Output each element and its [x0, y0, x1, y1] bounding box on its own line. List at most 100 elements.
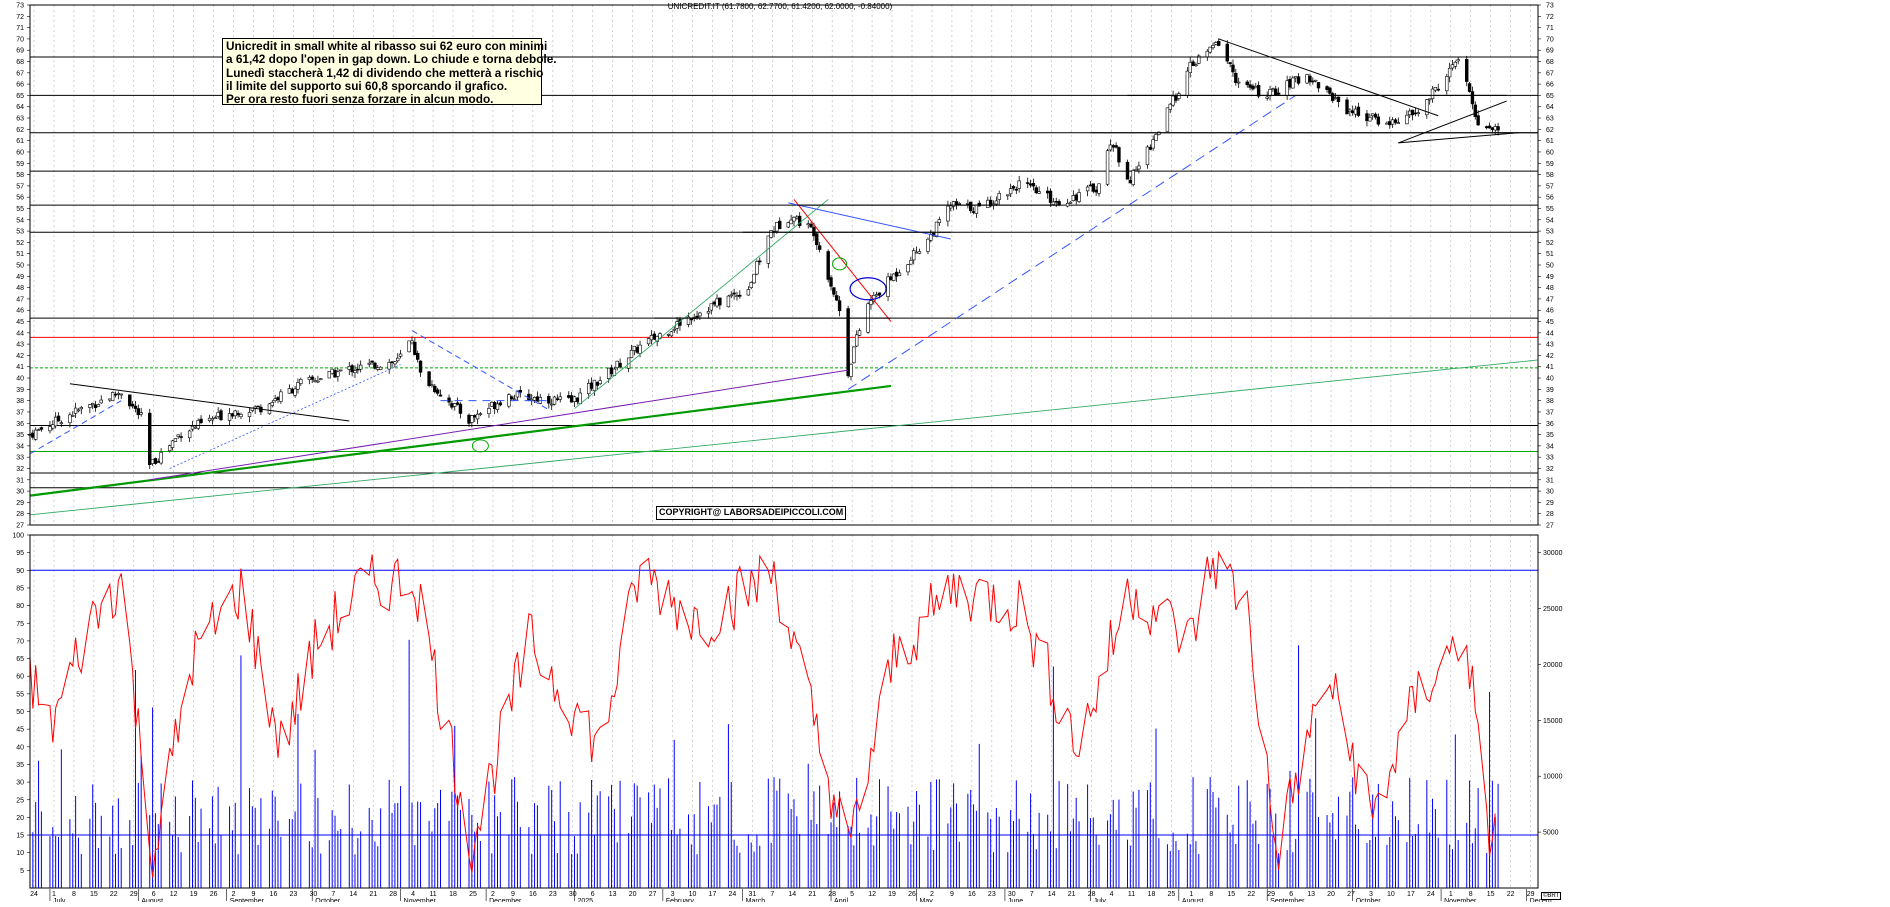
- candle-body: [1048, 190, 1053, 203]
- candle-body: [632, 345, 637, 351]
- y-tick-label-right: 39: [1546, 387, 1554, 394]
- candle-body: [1288, 79, 1292, 88]
- candle-body: [946, 205, 950, 222]
- candle-body: [1390, 119, 1395, 125]
- y-tick-label-right: 58: [1546, 172, 1554, 179]
- candle-body: [988, 199, 993, 207]
- x-tick-label: 11: [429, 891, 436, 898]
- note-line: a 61,42 dopo l'open in gap down. Lo chiu…: [226, 52, 557, 67]
- candle-body: [156, 461, 160, 463]
- candle-body: [139, 412, 143, 415]
- candle-body: [809, 223, 813, 228]
- candle-body: [210, 418, 215, 421]
- candle-body: [971, 211, 976, 213]
- candle-body: [475, 413, 480, 420]
- candle-body: [31, 432, 35, 438]
- candle-body: [518, 389, 523, 393]
- candle-body: [287, 388, 292, 394]
- y-tick-label-right: 52: [1546, 240, 1554, 247]
- candle-body: [1365, 113, 1369, 122]
- x-tick-label: 7: [1030, 891, 1034, 898]
- candle-body: [1268, 89, 1272, 96]
- volume-tick-label: 15000: [1543, 718, 1563, 725]
- candle-body: [1487, 125, 1492, 129]
- candle-body: [1154, 134, 1158, 141]
- candle-body: [646, 338, 651, 345]
- candle-body: [467, 414, 471, 424]
- candle-body: [207, 417, 212, 421]
- candle-body: [797, 215, 802, 226]
- candle-body: [606, 367, 611, 379]
- candle-body: [378, 366, 383, 370]
- candle-body: [458, 403, 463, 414]
- candle-body: [1353, 108, 1358, 115]
- candle-body: [1011, 186, 1016, 189]
- candle-body: [1274, 88, 1278, 96]
- trendline-green-thick: [29, 384, 892, 497]
- month-label: March: [746, 898, 766, 902]
- candle-body: [88, 404, 92, 408]
- y-tick-label-right: 44: [1546, 330, 1554, 337]
- candle-body: [1436, 88, 1440, 91]
- month-label: 2025: [577, 898, 593, 902]
- candle-body: [1205, 50, 1210, 58]
- candle-body: [1388, 121, 1392, 126]
- y-tick-label-right: 32: [1546, 466, 1554, 473]
- candle-body: [886, 276, 890, 298]
- candle-body: [447, 397, 451, 403]
- candle-body: [877, 292, 882, 296]
- x-tick-label: 25: [1168, 891, 1176, 898]
- candle-body: [1296, 76, 1301, 84]
- y-tick-label-right: 33: [1546, 455, 1554, 462]
- y-tick-label-right: 72: [1546, 14, 1554, 21]
- x-tick-label: 24: [729, 891, 737, 898]
- x-tick-label: 12: [170, 891, 178, 898]
- candle-body: [792, 216, 796, 222]
- y-tick-label-right: 38: [1546, 398, 1554, 405]
- candle-body: [1171, 95, 1175, 106]
- y-tick-label-right: 27: [1546, 523, 1554, 530]
- y-tick-label-left: 64: [16, 104, 24, 111]
- y-tick-label-left: 52: [16, 240, 24, 247]
- candle-body: [1447, 67, 1452, 78]
- candle-body: [758, 260, 762, 263]
- volume-tick-label: 10000: [1543, 774, 1563, 781]
- y-tick-label-left: 66: [16, 82, 24, 89]
- y-tick-label-right: 71: [1546, 25, 1554, 32]
- y-tick-label-right: 34: [1546, 443, 1554, 450]
- candle-body: [547, 395, 551, 404]
- x-tick-label: 16: [529, 891, 537, 898]
- osc-tick-label: 60: [16, 674, 24, 681]
- candle-body: [418, 360, 423, 373]
- candle-body: [1145, 146, 1150, 166]
- candle-body: [407, 340, 411, 353]
- candle-body: [36, 429, 41, 431]
- trendline-green-long: [29, 359, 1539, 516]
- x-tick-label: 5: [850, 891, 854, 898]
- x-tick-label: 6: [591, 891, 595, 898]
- osc-tick-label: 40: [16, 744, 24, 751]
- x-tick-label: 26: [908, 891, 916, 898]
- candle-body: [1336, 96, 1341, 102]
- candle-body: [1134, 169, 1138, 171]
- volume-tick-label: 20000: [1543, 662, 1563, 669]
- candle-body: [854, 334, 859, 347]
- candle-body: [1456, 59, 1460, 62]
- x-tick-label: 16: [270, 891, 278, 898]
- x-tick-label: 16: [968, 891, 976, 898]
- candle-body: [755, 261, 759, 275]
- candle-body: [148, 412, 152, 465]
- x-tick-label: 13: [609, 891, 617, 898]
- candle-body: [1057, 201, 1061, 206]
- candle-body: [1265, 96, 1269, 99]
- candle-body: [592, 379, 597, 391]
- candle-body: [715, 298, 719, 307]
- candle-body: [732, 292, 736, 295]
- y-tick-label-left: 31: [16, 477, 24, 484]
- candle-body: [353, 370, 357, 373]
- candle-body: [1473, 104, 1477, 117]
- candle-body: [712, 301, 716, 305]
- candle-body: [1225, 43, 1229, 62]
- candle-body: [1245, 81, 1249, 86]
- y-tick-label-left: 32: [16, 466, 24, 473]
